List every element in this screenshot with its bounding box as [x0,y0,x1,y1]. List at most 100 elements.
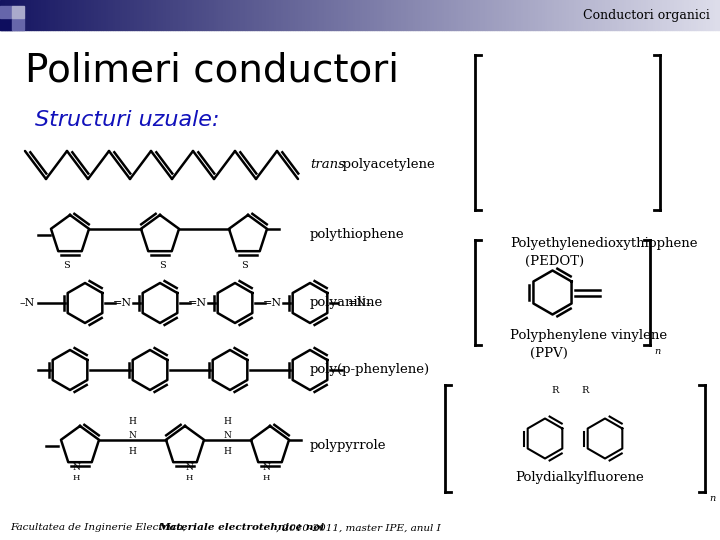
Bar [583,0,585,30]
Bar [475,0,477,30]
Bar [444,0,446,30]
Bar [29,0,31,30]
Text: =N: =N [263,298,282,308]
Bar [137,0,139,30]
Bar [549,0,552,30]
Bar [358,0,360,30]
Bar [192,0,194,30]
Bar [322,0,324,30]
Text: R: R [581,386,589,395]
Text: Polyphenylene vinylene: Polyphenylene vinylene [510,329,667,342]
Bar [189,0,192,30]
Bar [463,0,466,30]
Bar [487,0,490,30]
Bar [125,0,127,30]
Bar [324,0,326,30]
Bar [24,0,27,30]
Bar [387,0,389,30]
Text: n: n [709,494,715,503]
Bar [446,0,449,30]
Bar [610,0,612,30]
Bar [634,0,636,30]
Bar [319,0,322,30]
Bar [225,0,228,30]
Bar [672,0,675,30]
Bar [120,0,122,30]
Bar [533,0,535,30]
Bar [420,0,423,30]
Bar [353,0,355,30]
Bar [74,0,77,30]
Bar [127,0,130,30]
Bar [612,0,614,30]
Bar [117,0,120,30]
Text: Polyethylenedioxythiophene: Polyethylenedioxythiophene [510,237,698,251]
Bar [17,0,19,30]
Bar [706,0,708,30]
Bar [513,0,516,30]
Text: N: N [129,431,136,441]
Bar [274,0,276,30]
Bar [379,0,382,30]
Bar [499,0,502,30]
Text: polypyrrole: polypyrrole [310,439,387,452]
Bar [65,0,67,30]
Bar [624,0,626,30]
Bar [593,0,595,30]
Bar [542,0,545,30]
Bar [459,0,461,30]
Bar [99,0,101,30]
Bar [187,0,189,30]
Bar [470,0,473,30]
Bar [600,0,603,30]
Bar [559,0,562,30]
Bar [511,0,513,30]
Bar [310,0,312,30]
Bar [653,0,655,30]
Text: R: R [552,386,559,395]
Bar [341,0,343,30]
Bar [343,0,346,30]
Bar [269,0,271,30]
Text: S: S [63,261,71,270]
Bar [182,0,185,30]
Bar [621,0,624,30]
Bar [504,0,506,30]
Text: H: H [129,447,136,456]
Bar [72,0,74,30]
Bar [384,0,387,30]
Bar [614,0,617,30]
Bar [161,0,163,30]
Bar [538,0,540,30]
Bar [405,0,408,30]
Bar [427,0,430,30]
Text: Materiale electrotehnice noi: Materiale electrotehnice noi [158,523,324,532]
Bar [718,0,720,30]
Bar [254,0,257,30]
Bar [202,0,204,30]
Bar [27,0,29,30]
Text: (PEDOT): (PEDOT) [525,255,584,268]
Bar [31,0,34,30]
Bar [230,0,233,30]
Bar [34,0,36,30]
Bar [2,0,5,30]
Bar [94,0,96,30]
Bar [252,0,254,30]
Bar [367,0,369,30]
Bar [101,0,103,30]
Bar [696,0,698,30]
Text: S: S [242,261,248,270]
Bar [70,0,72,30]
Bar [79,0,81,30]
Bar [439,0,441,30]
Text: H: H [185,474,193,482]
Bar [45,0,48,30]
Bar [641,0,643,30]
Bar [523,0,526,30]
Bar [218,0,221,30]
Bar [585,0,588,30]
Bar [715,0,718,30]
Bar [535,0,538,30]
Bar [312,0,315,30]
